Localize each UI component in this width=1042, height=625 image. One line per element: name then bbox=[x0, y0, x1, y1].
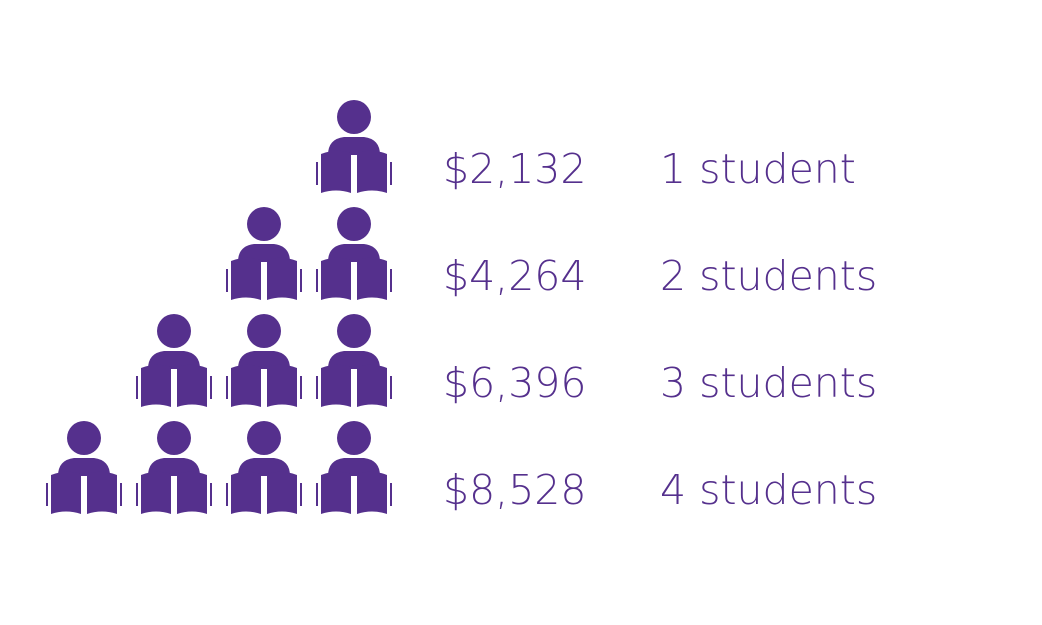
amount-label: $2,132 bbox=[443, 145, 586, 193]
student-icon bbox=[46, 421, 122, 514]
student-count-label: 4 students bbox=[660, 466, 877, 514]
amount-label: $4,264 bbox=[443, 252, 586, 300]
student-icon bbox=[226, 207, 302, 300]
student-count-label: 1 student bbox=[660, 145, 856, 193]
student-icon bbox=[316, 421, 392, 514]
student-icon bbox=[136, 421, 212, 514]
student-icon bbox=[316, 314, 392, 407]
icons-layer bbox=[46, 100, 392, 514]
student-count-label: 3 students bbox=[660, 359, 877, 407]
student-icon bbox=[316, 207, 392, 300]
labels-layer: $2,132 1 student $4,264 2 students $6,396 3 s… bbox=[443, 145, 877, 514]
student-count-label: 2 students bbox=[660, 252, 877, 300]
student-icon bbox=[136, 314, 212, 407]
amount-label: $8,528 bbox=[443, 466, 586, 514]
student-icon bbox=[226, 421, 302, 514]
student-icon bbox=[316, 100, 392, 193]
student-icon bbox=[226, 314, 302, 407]
amount-label: $6,396 bbox=[443, 359, 586, 407]
